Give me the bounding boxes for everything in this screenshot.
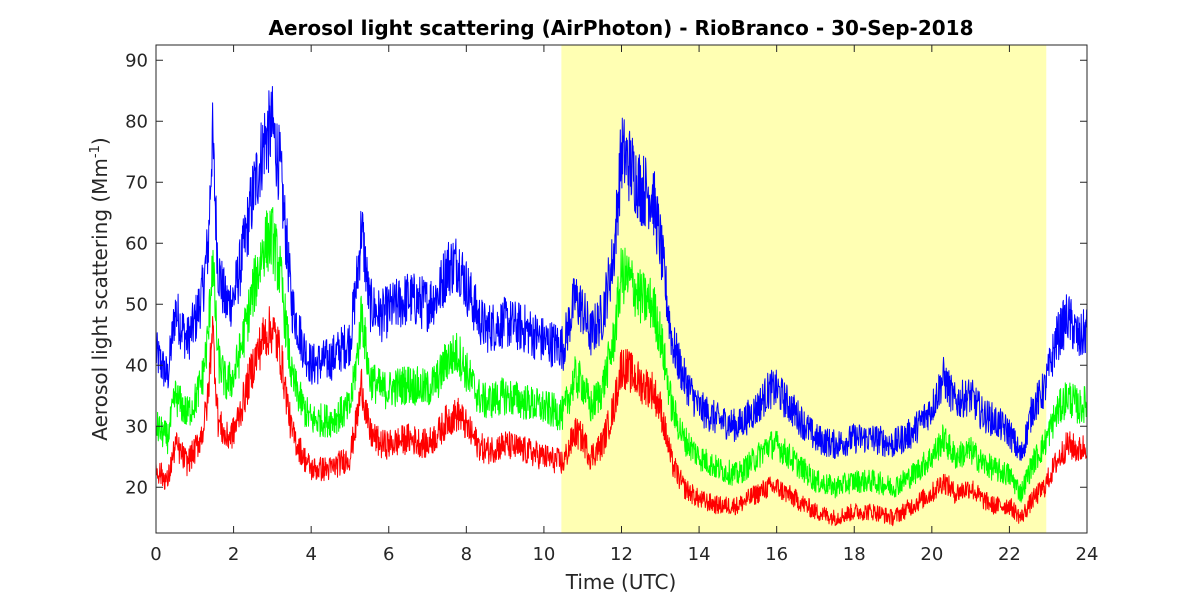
y-axis-label-main: Aerosol light scattering (Mm: [88, 158, 112, 441]
chart-title: Aerosol light scattering (AirPhoton) - R…: [269, 16, 974, 40]
y-axis: 20 30 40 50 60 70 80 90: [125, 50, 1087, 498]
y-tick-label: 40: [125, 355, 148, 376]
x-tick-label: 2: [228, 544, 239, 565]
y-axis-label-superscript: -1: [88, 145, 103, 158]
y-tick-label: 30: [125, 416, 148, 437]
series-line-2: [155, 306, 1088, 527]
x-tick-label: 18: [843, 544, 866, 565]
y-tick-label: 50: [125, 294, 148, 315]
y-tick-label: 60: [125, 233, 148, 254]
x-tick-label: 12: [610, 544, 633, 565]
x-tick-label: 14: [688, 544, 711, 565]
series-line-0: [155, 86, 1088, 461]
y-tick-label: 90: [125, 50, 148, 71]
y-axis-label: Aerosol light scattering (Mm-1): [88, 137, 112, 440]
x-tick-label: 22: [998, 544, 1021, 565]
series-layer: [155, 86, 1088, 527]
y-tick-label: 20: [125, 477, 148, 498]
y-tick-label: 80: [125, 111, 148, 132]
x-tick-label: 20: [920, 544, 943, 565]
x-tick-label: 6: [383, 544, 394, 565]
x-tick-label: 24: [1076, 544, 1099, 565]
x-axis: 0 2 4 6 8 10 12 14 16 18 20 22 24: [150, 45, 1098, 565]
y-axis-label-close: ): [88, 137, 112, 145]
x-tick-label: 4: [305, 544, 316, 565]
x-axis-label: Time (UTC): [565, 570, 677, 594]
x-tick-label: 8: [461, 544, 472, 565]
x-tick-label: 0: [150, 544, 161, 565]
x-tick-label: 10: [532, 544, 555, 565]
y-tick-label: 70: [125, 172, 148, 193]
x-tick-label: 16: [765, 544, 788, 565]
series-line-1: [155, 207, 1088, 503]
